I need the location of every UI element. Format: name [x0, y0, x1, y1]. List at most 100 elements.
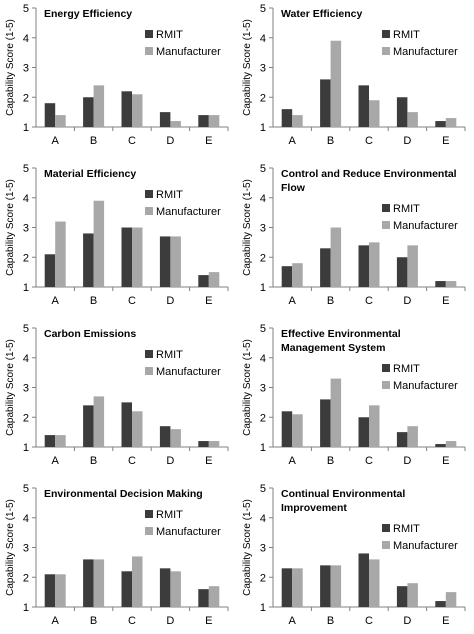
bar-manufacturer — [132, 227, 143, 287]
y-tick-label: 2 — [23, 412, 29, 424]
y-tick-label: 4 — [23, 33, 29, 45]
bar-manufacturer — [55, 574, 66, 607]
bar-manufacturer — [93, 559, 105, 607]
bar-manufacturer — [208, 586, 220, 607]
chart-title: Energy Efficiency — [44, 8, 132, 20]
bar-rmit — [198, 275, 209, 287]
legend-label: RMIT — [393, 523, 420, 535]
x-tick-label: D — [403, 455, 411, 467]
bar-manufacturer — [369, 405, 380, 447]
bar-rmit — [320, 79, 331, 127]
bar-manufacturer — [330, 40, 342, 127]
bar-rmit — [83, 559, 94, 607]
y-tick-label: 3 — [23, 63, 29, 75]
chart-panel: 1 2 3 4 5 Capability Score (1-5) A B C D E Control … — [242, 163, 466, 307]
y-tick-label: 2 — [260, 572, 266, 584]
legend-swatch-manufacturer — [145, 207, 153, 215]
bar-manufacturer — [369, 100, 380, 127]
chart-panel: 1 2 3 4 5 Capability Score (1-5) A B C D E Effectiv… — [242, 323, 466, 467]
x-tick-label: E — [205, 135, 212, 147]
y-tick-label: 3 — [23, 223, 29, 235]
y-tick-label: 1 — [23, 282, 29, 294]
bar-manufacturer — [170, 236, 181, 287]
bar-manufacturer — [292, 263, 303, 287]
bar-manufacturer — [170, 571, 181, 607]
bar-manufacturer — [445, 592, 457, 607]
y-tick-label: 4 — [260, 513, 266, 525]
y-tick-label: 4 — [23, 193, 29, 205]
y-tick-label: 1 — [23, 442, 29, 454]
x-tick-label: A — [289, 295, 297, 307]
bar-manufacturer — [93, 85, 105, 127]
bar-rmit — [281, 411, 293, 447]
x-tick-label: E — [442, 455, 449, 467]
bar-rmit — [320, 565, 331, 607]
legend-swatch-manufacturer — [382, 221, 390, 229]
x-tick-label: A — [289, 135, 297, 147]
bar-rmit — [198, 441, 209, 447]
y-axis-label: Capability Score (1-5) — [242, 339, 253, 436]
chart-panel: 1 2 3 4 5 Capability Score (1-5) A B C D E Material… — [5, 163, 229, 307]
bar-rmit — [83, 405, 94, 447]
y-axis-label: Capability Score (1-5) — [242, 19, 253, 116]
bar-manufacturer — [407, 583, 418, 607]
x-tick-label: C — [128, 615, 136, 627]
x-tick-label: E — [205, 455, 212, 467]
legend-swatch-rmit — [382, 204, 390, 212]
x-tick-label: C — [365, 615, 373, 627]
x-tick-label: B — [327, 455, 334, 467]
y-tick-label: 1 — [260, 282, 266, 294]
legend-swatch-manufacturer — [145, 367, 153, 375]
x-tick-label: D — [166, 615, 174, 627]
legend-label: Manufacturer — [156, 526, 221, 538]
legend-swatch-manufacturer — [145, 527, 153, 535]
x-tick-label: A — [52, 455, 60, 467]
bar-manufacturer — [292, 568, 303, 607]
x-tick-label: B — [90, 455, 97, 467]
bar-manufacturer — [369, 242, 380, 287]
bar-rmit — [281, 266, 293, 287]
bar-rmit — [281, 568, 293, 607]
chart-panel: 1 2 3 4 5 Capability Score (1-5) A B C D E Energy E… — [5, 3, 229, 147]
x-tick-label: A — [289, 455, 297, 467]
x-tick-label: C — [365, 455, 373, 467]
bar-rmit — [121, 402, 132, 447]
y-tick-label: 5 — [260, 323, 266, 335]
bar-manufacturer — [445, 118, 457, 127]
y-tick-label: 5 — [23, 483, 29, 495]
y-tick-label: 1 — [260, 122, 266, 134]
bar-rmit — [396, 257, 408, 287]
bar-rmit — [121, 91, 132, 127]
y-tick-label: 3 — [260, 223, 266, 235]
x-tick-label: B — [327, 295, 334, 307]
x-tick-label: C — [128, 455, 136, 467]
y-axis-label: Capability Score (1-5) — [242, 179, 253, 276]
y-tick-label: 5 — [260, 163, 266, 175]
bar-rmit — [435, 601, 446, 607]
x-tick-label: E — [442, 135, 449, 147]
x-tick-label: C — [128, 295, 136, 307]
chart-title: Improvement — [281, 502, 347, 514]
bar-rmit — [159, 236, 171, 287]
bar-manufacturer — [132, 94, 143, 127]
bar-manufacturer — [330, 227, 342, 287]
legend-label: Manufacturer — [393, 540, 458, 552]
bar-rmit — [358, 553, 369, 607]
legend-label: Manufacturer — [393, 46, 458, 58]
legend-swatch-rmit — [145, 30, 153, 38]
chart-title: Flow — [281, 182, 306, 194]
chart-panel: 1 2 3 4 5 Capability Score (1-5) A B C D E Water Ef… — [242, 3, 466, 147]
bar-manufacturer — [369, 559, 380, 607]
bar-rmit — [435, 121, 446, 127]
y-tick-label: 3 — [260, 543, 266, 555]
bar-rmit — [320, 248, 331, 287]
chart-title: Control and Reduce Environmental — [281, 168, 457, 180]
bar-manufacturer — [170, 121, 181, 127]
y-tick-label: 5 — [23, 3, 29, 15]
x-tick-label: D — [403, 295, 411, 307]
x-tick-label: B — [90, 135, 97, 147]
bar-manufacturer — [93, 200, 105, 287]
y-axis-label: Capability Score (1-5) — [5, 19, 16, 116]
legend-label: RMIT — [156, 509, 183, 521]
x-tick-label: D — [166, 135, 174, 147]
